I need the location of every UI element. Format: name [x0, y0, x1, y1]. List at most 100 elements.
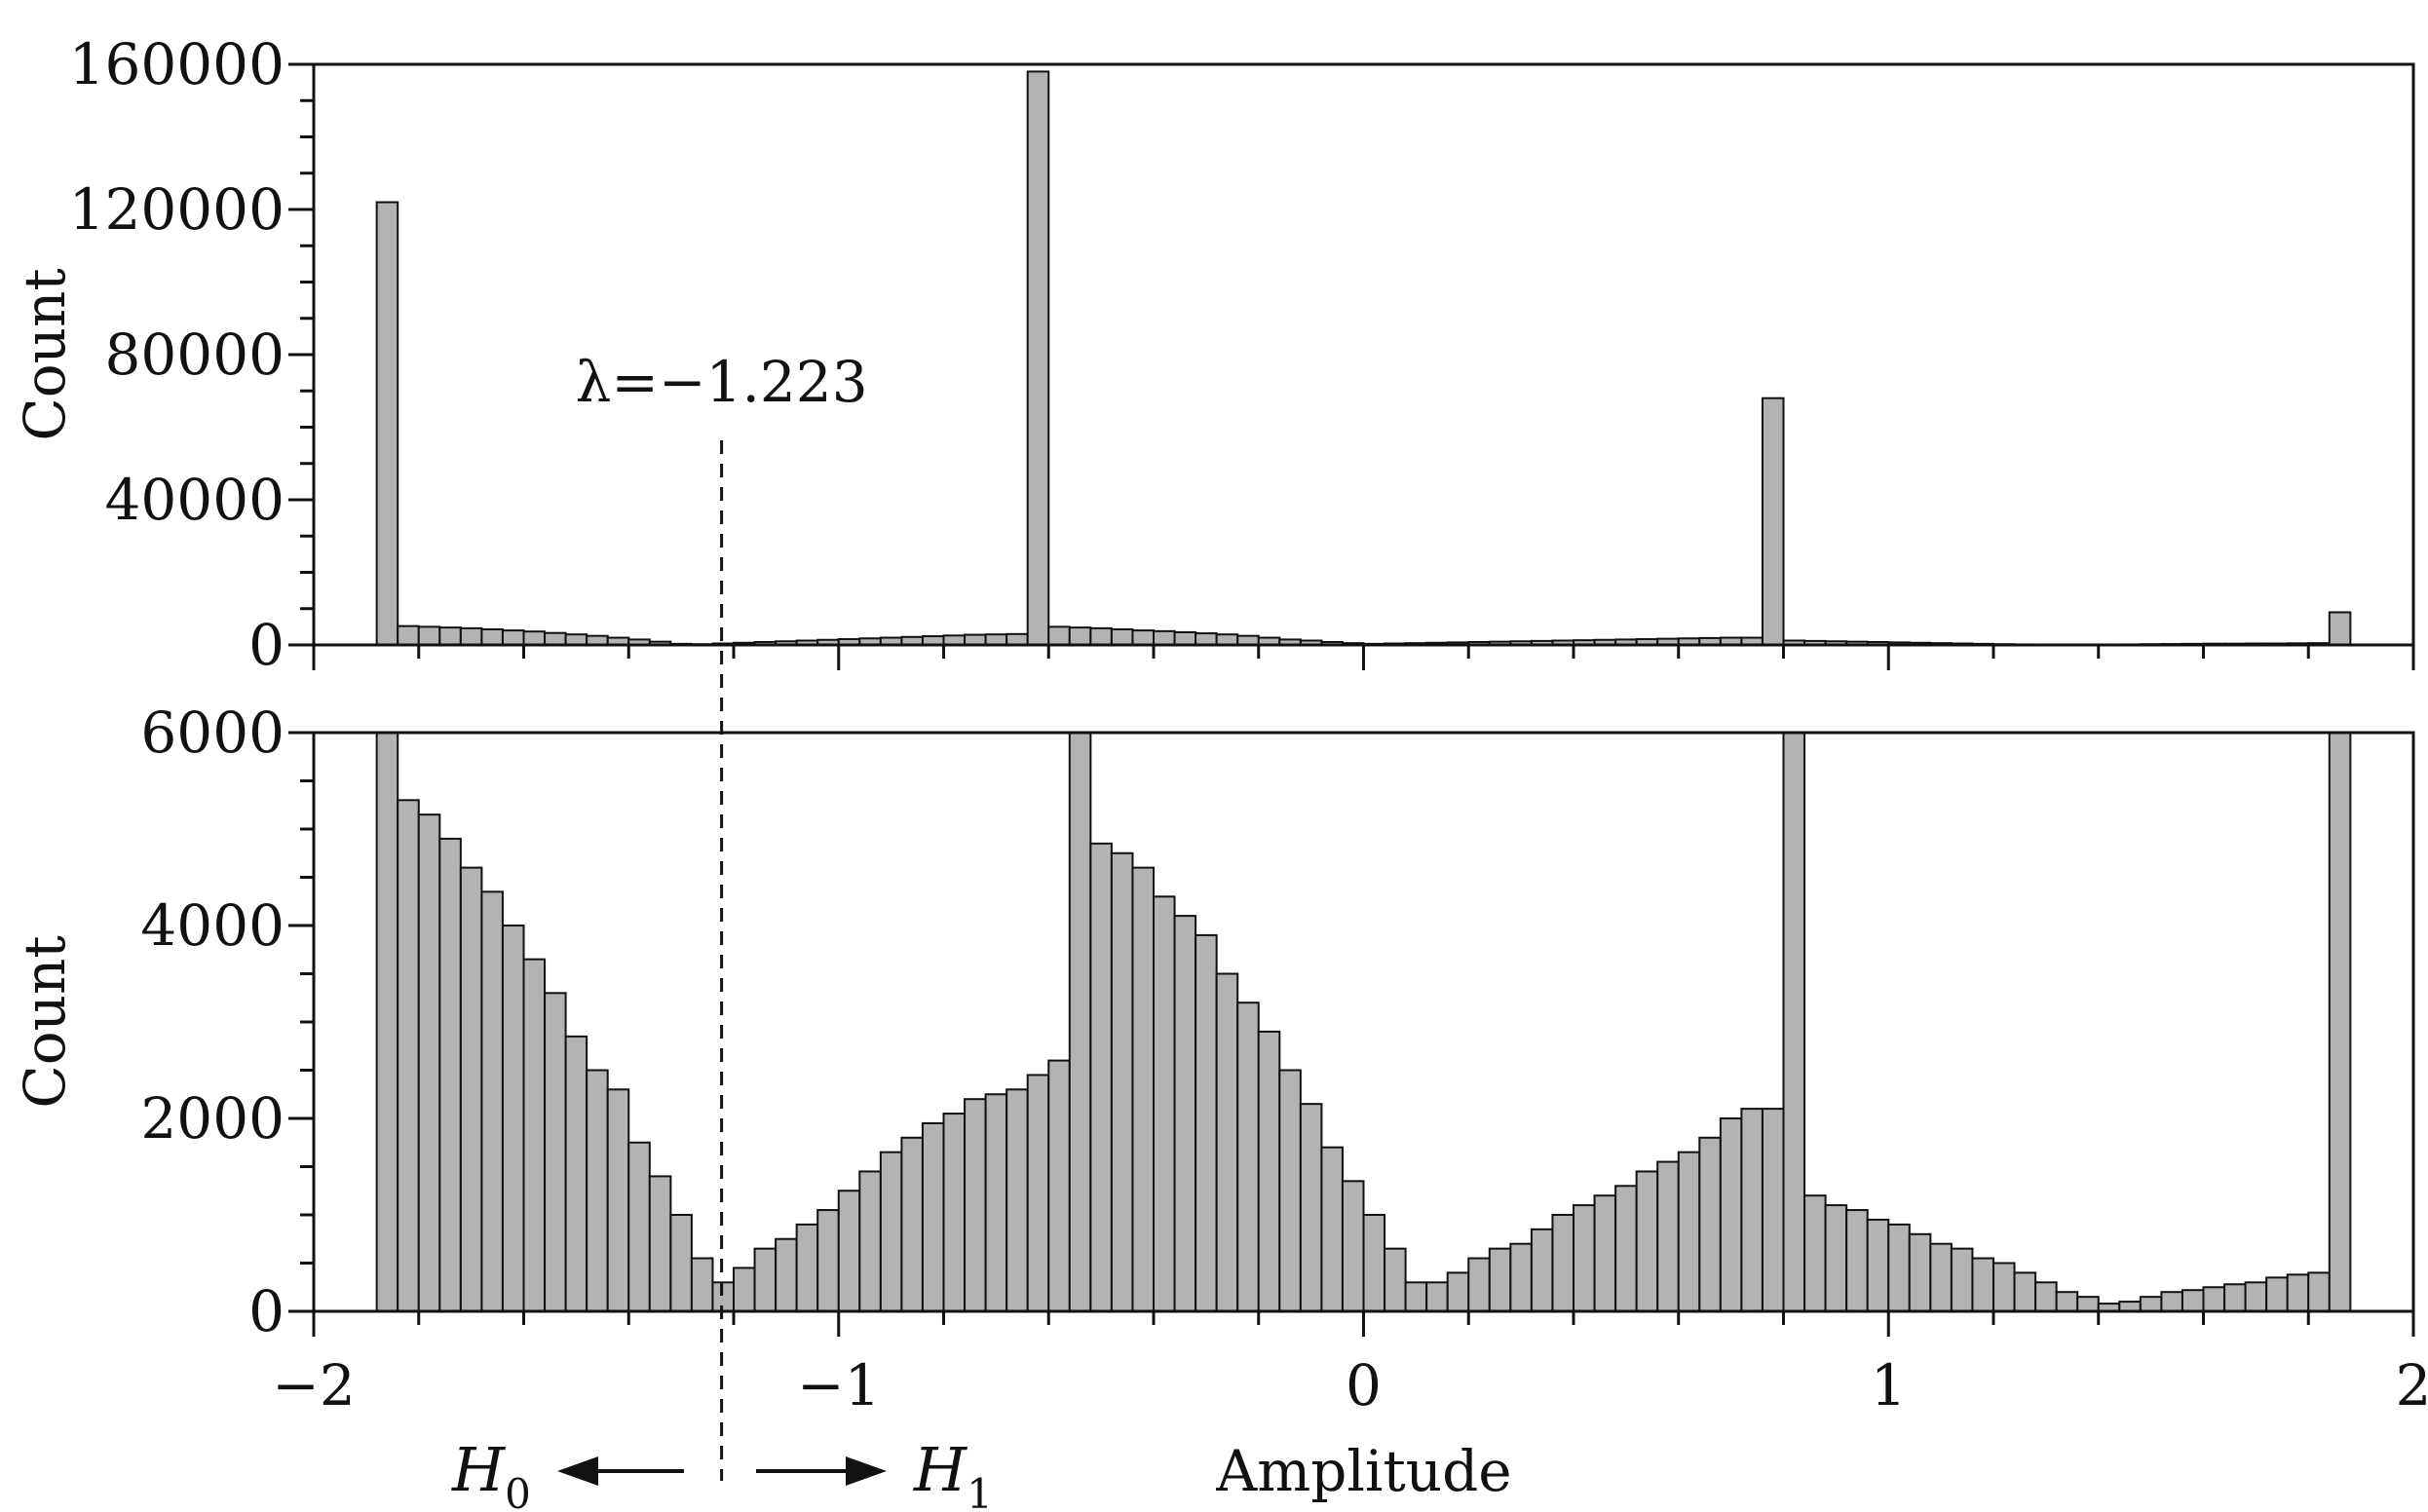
y-tick-label: 120000	[69, 176, 285, 243]
histogram-bar	[858, 1170, 882, 1312]
histogram-bar	[1677, 1151, 1701, 1313]
histogram-bar	[1384, 1247, 1407, 1313]
histogram-bar	[1551, 1214, 1574, 1312]
histogram-bar	[669, 1214, 693, 1312]
y-tick-label: 0	[248, 612, 285, 678]
histogram-bar	[795, 1223, 819, 1313]
histogram-bar	[1488, 1247, 1512, 1313]
histogram-bar	[1299, 1103, 1323, 1313]
h0-subscript: 0	[505, 1470, 531, 1512]
h1-letter: H	[913, 1434, 968, 1505]
histogram-bar	[417, 813, 441, 1313]
x-tick-label: 2	[2396, 1352, 2428, 1418]
histogram-bar	[459, 626, 483, 646]
histogram-bar	[1614, 1185, 1638, 1313]
histogram-bar	[1089, 626, 1113, 646]
histogram-bar	[627, 1141, 651, 1312]
histogram-bar	[1908, 1232, 1932, 1313]
histogram-bar	[1593, 1194, 1617, 1312]
histogram-bar	[1887, 1223, 1911, 1313]
histogram-bar	[984, 1093, 1008, 1312]
histogram-bar	[984, 633, 1008, 647]
histogram-bar	[438, 837, 462, 1313]
threshold-marker: λ=−1.223	[576, 349, 868, 1481]
histogram-bar	[606, 1088, 630, 1313]
histogram-bar	[1278, 1069, 1302, 1312]
histogram-bar	[1257, 1030, 1281, 1313]
h0-arrowhead	[557, 1456, 598, 1486]
histogram-bar	[397, 624, 420, 647]
histogram-bar	[1005, 632, 1029, 647]
histogram-bar	[1131, 629, 1155, 646]
histogram-bar	[2328, 611, 2352, 646]
y-tick-label: 160000	[69, 31, 285, 97]
histogram-bar	[900, 1136, 924, 1313]
histogram-bar	[942, 1113, 967, 1313]
histogram-bar	[1195, 632, 1218, 647]
histogram-bar	[1236, 1002, 1260, 1312]
histogram-bar	[1047, 625, 1071, 646]
histogram-bar	[1573, 1204, 1596, 1312]
histogram-bar	[480, 890, 504, 1312]
histogram-bar	[2160, 1291, 2183, 1312]
h1-subscript: 1	[967, 1470, 993, 1512]
histogram-bar	[2223, 1283, 2247, 1313]
histogram-bar	[586, 1069, 609, 1312]
histogram-bar	[2181, 1289, 2205, 1312]
histogram-bar	[1719, 1117, 1743, 1312]
histogram-bar	[1971, 1257, 1994, 1313]
histogram-bar	[2013, 1271, 2037, 1313]
histogram-bar	[1866, 1218, 1890, 1312]
histogram-bar	[1005, 1088, 1029, 1313]
histogram-bar	[501, 629, 525, 646]
histogram-bar	[459, 866, 483, 1312]
histogram-bar	[1782, 732, 1806, 1312]
bars	[375, 732, 2352, 1313]
histogram-bar	[1404, 1281, 1428, 1313]
histogram-bar	[1845, 1209, 1869, 1313]
y-tick-label: 4000	[140, 892, 285, 959]
histogram-bar	[522, 958, 547, 1313]
histogram-bar	[1929, 1242, 1953, 1312]
histogram-bar	[2244, 1281, 2268, 1313]
histogram-bar	[1824, 1204, 1848, 1312]
histogram-bar	[522, 630, 547, 647]
histogram-bar	[564, 1035, 588, 1312]
histogram-bar	[1320, 1146, 1344, 1312]
histogram-bar	[1215, 633, 1239, 647]
x-tick-label: −2	[272, 1352, 356, 1418]
y-tick-label: 6000	[140, 699, 285, 766]
y-tick-label: 2000	[140, 1085, 285, 1152]
histogram-bar	[564, 633, 588, 647]
histogram-bar	[1467, 1257, 1491, 1313]
histogram-bar	[2076, 1296, 2100, 1313]
histogram-bar	[1110, 627, 1134, 646]
histogram-bar	[1698, 1136, 1722, 1313]
h0-label: H0	[451, 1434, 531, 1512]
histogram-bar	[711, 1281, 736, 1313]
histogram-bar	[1341, 1180, 1365, 1312]
histogram-bar	[544, 992, 567, 1312]
x-axis-title: Amplitude	[1215, 1438, 1511, 1504]
histogram-bar	[648, 1175, 672, 1313]
histogram-bar	[1173, 915, 1197, 1312]
histogram-bar	[1803, 1194, 1827, 1312]
bottom-histogram-panel: 0 2000 4000 6000 −2 −1 0 1 2 Count	[12, 699, 2428, 1418]
h1-label: H1	[913, 1434, 993, 1512]
histogram-bar	[879, 1151, 903, 1313]
top-histogram-panel: 0 40000 80000 120000 160000 Count	[12, 31, 2415, 678]
histogram-bar	[2265, 1276, 2289, 1312]
histogram-bar	[438, 626, 462, 646]
y-tick-label: 80000	[104, 321, 285, 388]
histogram-bar	[964, 633, 987, 647]
histogram-bar	[753, 1247, 778, 1313]
histogram-bar	[1215, 972, 1239, 1312]
histogram-bar	[1089, 842, 1113, 1312]
histogram-bar	[1195, 933, 1218, 1313]
histogram-bar	[417, 625, 441, 646]
histogram-bar	[1153, 895, 1176, 1312]
y-tick-label: 0	[248, 1278, 285, 1344]
histogram-bar	[480, 627, 504, 646]
histogram-bar	[2307, 1271, 2331, 1313]
